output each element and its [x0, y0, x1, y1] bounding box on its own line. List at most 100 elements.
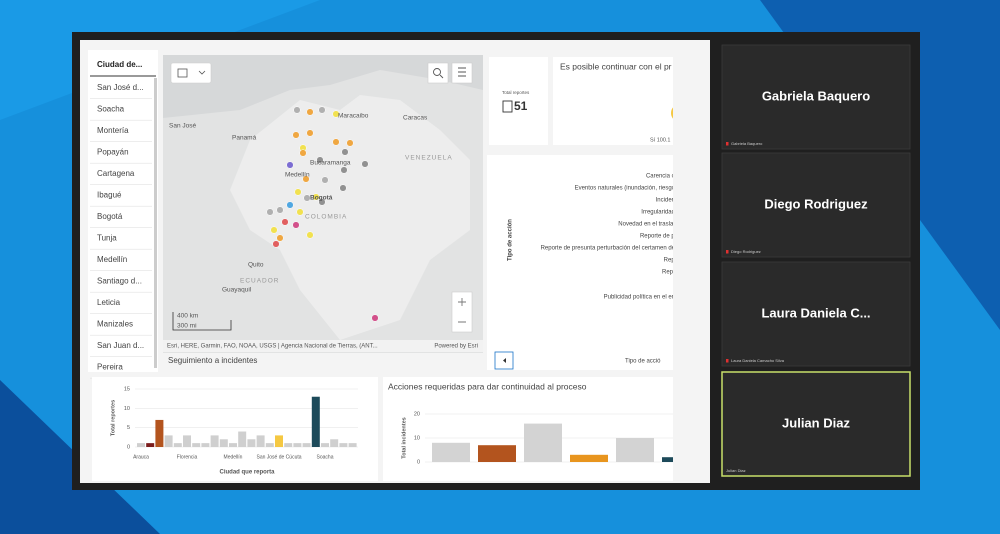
y-tick-label: 10 — [414, 435, 420, 441]
mic-icon — [726, 359, 729, 363]
x-tick-label: Soacha — [317, 454, 334, 460]
action-label: Publicidad política en el ento — [604, 295, 681, 301]
action-label: Reporte de presunta perturbación del cer… — [541, 246, 680, 252]
zoom-control[interactable] — [451, 291, 473, 333]
incident-dot — [276, 234, 284, 242]
action-axis-title: Tipo de acción — [508, 219, 514, 261]
participant-caption: Julian Diaz — [726, 468, 746, 473]
y-tick-label: 10 — [124, 406, 130, 412]
bar — [432, 442, 470, 462]
icon — [433, 68, 441, 76]
map-label: Medellín — [285, 172, 310, 179]
incident-dot — [281, 218, 289, 226]
mic-icon — [726, 250, 729, 254]
incident-dot — [306, 231, 314, 239]
attribution: Esri, HERE, Garmin, FAO, NOAA, USGS | Ag… — [167, 344, 378, 350]
search-button[interactable] — [427, 62, 449, 84]
y-tick-label: 0 — [417, 459, 420, 465]
incident-dot — [306, 108, 314, 116]
incident-dot — [266, 208, 274, 216]
required-chart: Acciones requeridas para dar continuidad… — [388, 381, 673, 465]
icon — [439, 74, 444, 79]
participant-name: Gabriela Baquero — [762, 88, 870, 103]
map-label: Caracas — [403, 115, 428, 122]
incident-dot — [371, 314, 379, 322]
bar — [210, 435, 219, 447]
incident-dot — [292, 221, 300, 229]
action-labels: Carencia o a Eventos naturales (inundació… — [541, 174, 681, 301]
y-tick-label: 20 — [414, 411, 420, 417]
incident-dot — [292, 131, 300, 139]
participant-tile — [721, 152, 911, 258]
bar — [311, 396, 320, 447]
bar — [192, 443, 201, 447]
report-icon — [502, 100, 513, 113]
participant-name: Julian Diaz — [782, 415, 850, 430]
scale-label: 300 mi — [177, 323, 197, 330]
continuity-card — [553, 57, 673, 145]
x-tick-label: Florencia — [177, 454, 198, 460]
bar — [238, 431, 247, 447]
participant-tile — [721, 371, 911, 477]
participant-caption: Gabriela Baquero — [731, 141, 763, 146]
city-item: Leticia — [97, 298, 121, 307]
y-tick-label: 15 — [124, 386, 130, 392]
x-tick-label: Arauca — [133, 454, 149, 460]
chart-title: Acciones requeridas para dar continuidad… — [388, 381, 587, 391]
y-tick-label: 0 — [127, 444, 130, 450]
action-card — [487, 155, 673, 370]
map-label: VENEZUELA — [405, 155, 453, 162]
map-caption: Seguimiento a incidentes — [168, 356, 257, 365]
participant-name: Diego Rodriguez — [764, 196, 868, 211]
scale-bar — [172, 312, 232, 331]
bar — [256, 435, 265, 447]
map-label: San José — [169, 123, 196, 130]
powered-by: Powered by Esri — [434, 344, 478, 350]
map-label: COLOMBIA — [305, 214, 347, 221]
incident-dot — [318, 198, 326, 206]
action-footer: Tipo de acció — [625, 359, 661, 365]
land — [230, 95, 470, 340]
map-label: Guayaquil — [222, 287, 252, 294]
bar — [293, 443, 302, 447]
basemap-button[interactable] — [170, 62, 212, 84]
map-label: Quito — [248, 262, 264, 269]
action-label: Repor — [664, 258, 680, 264]
city-item: Medellín — [97, 255, 127, 264]
participants: Gabriela Baquero Gabriela Baquero Diego Ro… — [721, 44, 911, 477]
action-label: Novedad en el traslado — [618, 222, 680, 228]
bar — [201, 443, 210, 447]
map-label: ECUADOR — [240, 278, 280, 285]
city-item: Bogotá — [97, 212, 123, 221]
scrollbar — [154, 78, 157, 368]
participant-tile — [721, 261, 911, 367]
bar — [339, 443, 348, 447]
action-label: Eventos naturales (inundación, riesgo d — [575, 186, 680, 192]
bar — [219, 439, 228, 447]
incident-dot — [340, 166, 348, 174]
bar — [183, 435, 191, 447]
icon — [458, 67, 466, 77]
icon — [198, 70, 206, 75]
city-list-panel — [88, 50, 158, 372]
attribution-bar — [163, 340, 483, 352]
bar — [330, 439, 339, 447]
icon — [177, 68, 188, 78]
participant-tile — [721, 44, 911, 150]
incident-dot — [299, 149, 307, 157]
action-label: Incidente — [656, 198, 681, 204]
incident-dot — [306, 129, 314, 137]
incident-dot — [312, 193, 320, 201]
y-tick-label: 5 — [127, 425, 130, 431]
incident-dot — [286, 161, 294, 169]
city-item: Manizales — [97, 320, 133, 329]
action-label: Carencia o a — [646, 174, 681, 180]
x-tick-label: San José de Cúcuta — [256, 454, 301, 460]
x-tick-label: Medellín — [224, 454, 243, 460]
pie-slice — [671, 107, 673, 119]
list-button[interactable] — [451, 62, 473, 84]
mic-icon — [726, 142, 729, 146]
incident-dot — [296, 208, 304, 216]
y-axis-title: Total reportes — [110, 400, 116, 436]
